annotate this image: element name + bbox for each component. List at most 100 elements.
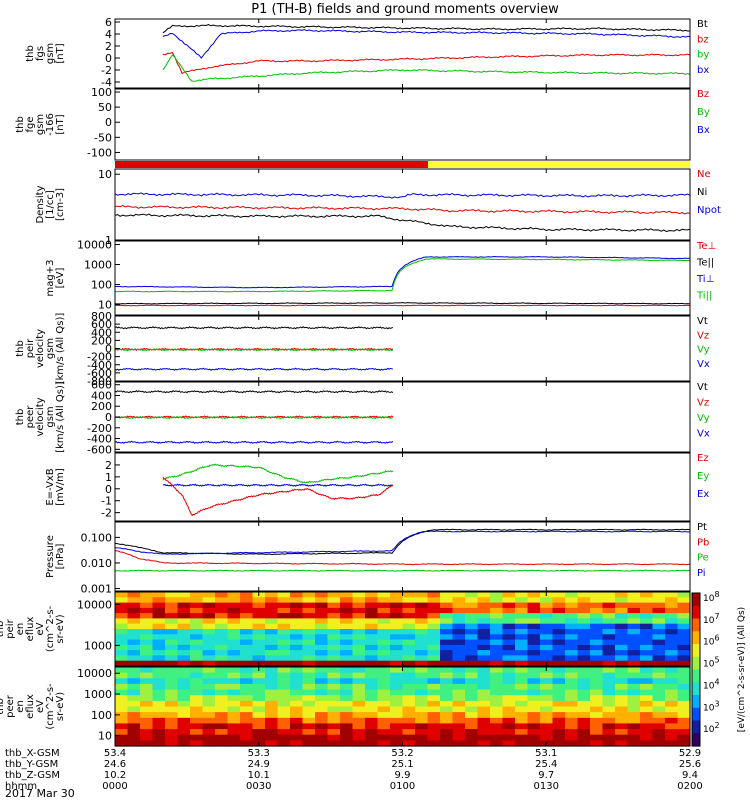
peir_eflux-heatmap-cell — [665, 650, 679, 656]
peer_eflux-heatmap-cell — [665, 678, 679, 685]
peir_eflux-heatmap-cell — [540, 623, 554, 630]
peer_eflux-heatmap-cell — [540, 695, 554, 702]
footer-value: 0130 — [534, 781, 559, 792]
peer_eflux-heatmap-cell — [390, 723, 404, 730]
peer_eflux-heatmap-cell — [452, 734, 466, 741]
peir_eflux-heatmap-cell — [265, 629, 279, 635]
peer_eflux-heatmap-cell — [377, 695, 391, 702]
peir_eflux-heatmap-cell — [215, 592, 229, 598]
peir_eflux-heatmap-cell — [202, 629, 216, 635]
peir_velocity-legend-Vz: Vz — [697, 330, 709, 341]
peer_eflux-heatmap-cell — [427, 706, 441, 713]
peir_eflux-heatmap-cell — [565, 602, 579, 609]
peer_eflux-heatmap-cell — [665, 723, 679, 730]
peer_eflux-heatmap-cell — [515, 729, 529, 736]
peer_eflux-heatmap-cell — [390, 672, 404, 679]
temperature-ytick-label: 1000 — [84, 259, 112, 272]
peer_eflux-heatmap-cell — [152, 729, 166, 736]
peir_eflux-heatmap-cell — [290, 639, 304, 646]
peer_eflux-heatmap-cell — [140, 700, 154, 708]
peer_eflux-heatmap-cell — [352, 712, 366, 719]
peir_eflux-heatmap-cell — [490, 623, 504, 630]
peir_eflux-heatmap-cell — [252, 644, 266, 651]
peer_eflux-heatmap-cell — [327, 695, 341, 702]
peer_eflux-heatmap-cell — [352, 683, 366, 691]
peir_eflux-heatmap-cell — [640, 613, 654, 619]
peir_eflux-heatmap-cell — [577, 634, 591, 641]
peir_eflux-heatmap-cell — [615, 644, 629, 651]
peir_eflux-heatmap-cell — [265, 592, 279, 598]
peir_eflux-heatmap-cell — [365, 629, 379, 635]
peer_eflux-heatmap-cell — [527, 723, 541, 730]
peir_eflux-heatmap-cell — [552, 623, 566, 630]
peer_eflux-heatmap-cell — [590, 683, 604, 691]
peir_eflux-heatmap-cell — [352, 618, 366, 625]
peer_eflux-heatmap-cell — [665, 729, 679, 736]
peer_eflux-heatmap-cell — [277, 740, 291, 747]
peer_eflux-heatmap-cell — [227, 734, 241, 741]
peer_eflux-heatmap-cell — [190, 667, 204, 674]
peer_eflux-heatmap-cell — [327, 706, 341, 713]
peir_eflux-heatmap-cell — [390, 618, 404, 625]
peer_eflux-heatmap-cell — [627, 723, 641, 730]
peir_eflux-heatmap-cell — [565, 644, 579, 651]
peir_eflux-heatmap-cell — [277, 644, 291, 651]
peer_eflux-heatmap-cell — [227, 667, 241, 674]
peer_eflux-heatmap-cell — [390, 734, 404, 741]
peir_eflux-heatmap-cell — [177, 623, 191, 630]
peer_eflux-heatmap-cell — [177, 734, 191, 741]
peir_eflux-heatmap-cell — [227, 607, 241, 614]
peir_eflux-heatmap-cell — [365, 613, 379, 619]
footer-value: 0200 — [677, 781, 702, 792]
peir_eflux-heatmap-cell — [340, 634, 354, 641]
peir_eflux-heatmap-cell — [177, 629, 191, 635]
peer_eflux-heatmap-cell — [402, 700, 416, 708]
peir_eflux-heatmap-cell — [565, 660, 579, 667]
peir_eflux-heatmap-cell — [165, 623, 179, 630]
peir_eflux-heatmap-cell — [477, 613, 491, 619]
peir_eflux-heatmap-cell — [140, 650, 154, 656]
peer_eflux-heatmap-cell — [202, 672, 216, 679]
peir_eflux-heatmap-cell — [377, 650, 391, 656]
peer_eflux-heatmap-cell — [515, 667, 529, 674]
peir_eflux-heatmap-cell — [452, 613, 466, 619]
peer_eflux-heatmap-cell — [452, 740, 466, 747]
peer_eflux-heatmap-cell — [665, 712, 679, 719]
peer_eflux-heatmap-cell — [240, 712, 254, 719]
pressure-legend-Pi: Pi — [697, 568, 706, 579]
peir_eflux-heatmap-cell — [327, 597, 341, 604]
peir_eflux-heatmap-cell — [477, 634, 491, 641]
footer-value: 53.4 — [104, 748, 126, 759]
peer_eflux-heatmap-cell — [365, 700, 379, 708]
peir_eflux-heatmap-cell — [177, 613, 191, 619]
peir_eflux-heatmap-cell — [540, 634, 554, 641]
colorbar-cell — [692, 644, 700, 658]
peir_eflux-heatmap-cell — [615, 629, 629, 635]
peer_eflux-heatmap-cell — [440, 700, 454, 708]
peir_eflux-heatmap-cell — [502, 629, 516, 635]
peir_eflux-heatmap-cell — [665, 592, 679, 598]
peer_eflux-heatmap-cell — [565, 678, 579, 685]
peer_eflux-heatmap-cell — [240, 729, 254, 736]
peir_eflux-heatmap-cell — [140, 607, 154, 614]
peir_eflux-heatmap-cell — [215, 618, 229, 625]
peer_eflux-heatmap-cell — [202, 695, 216, 702]
peir_eflux-heatmap-cell — [227, 597, 241, 604]
peer_eflux-heatmap-cell — [627, 712, 641, 719]
peir_eflux-heatmap-cell — [177, 644, 191, 651]
peir_eflux-heatmap-cell — [452, 634, 466, 641]
peir_eflux-heatmap-cell — [152, 607, 166, 614]
peir_eflux-heatmap-cell — [265, 655, 279, 662]
peir_eflux-heatmap-cell — [452, 655, 466, 662]
peir_eflux-heatmap-cell — [315, 592, 329, 598]
peer_eflux-heatmap-cell — [127, 672, 141, 679]
peir_eflux-heatmap-cell — [527, 623, 541, 630]
peer_eflux-heatmap-cell — [140, 729, 154, 736]
peir_eflux-heatmap-cell — [127, 607, 141, 614]
peer_eflux-heatmap-cell — [152, 678, 166, 685]
peir_velocity-series-Vt — [114, 326, 394, 330]
peir_eflux-heatmap-cell — [315, 629, 329, 635]
peir_eflux-heatmap-cell — [240, 644, 254, 651]
peir_eflux-heatmap-cell — [115, 607, 129, 614]
peer_eflux-heatmap-cell — [365, 734, 379, 741]
